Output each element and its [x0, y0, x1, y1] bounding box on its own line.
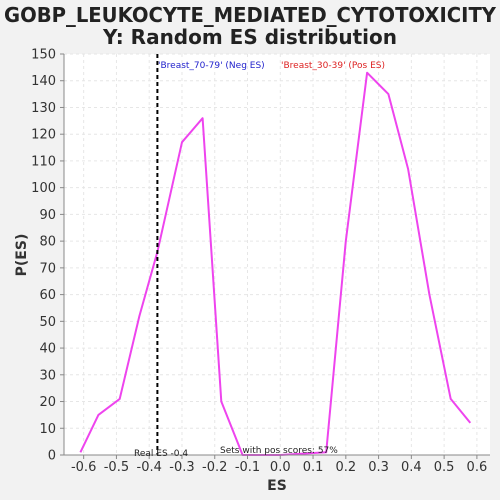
- grid-lines: [64, 53, 490, 456]
- x-tick-label: -0.5: [104, 460, 129, 475]
- pos-es-label: 'Breast_30-39' (Pos ES): [281, 61, 385, 71]
- y-tick-label: 150: [31, 48, 56, 63]
- y-tick-label: 140: [31, 74, 56, 89]
- y-tick-label: 130: [31, 101, 56, 116]
- x-tick-label: -0.1: [235, 460, 260, 475]
- chart-title-line1: GOBP_LEUKOCYTE_MEDIATED_CYTOTOXICITY: [4, 3, 496, 27]
- y-tick-label: 80: [39, 235, 56, 250]
- y-tick-label: 40: [39, 342, 56, 357]
- y-tick-label: 120: [31, 128, 56, 143]
- y-tick-label: 110: [31, 154, 56, 169]
- x-tick-label: -0.3: [169, 460, 194, 475]
- pos-scores-text: Sets with pos scores: 57%: [220, 446, 338, 456]
- neg-es-label: 'Breast_70-79' (Neg ES): [158, 61, 265, 71]
- plot-area: [64, 54, 490, 455]
- y-tick-label: 30: [39, 368, 56, 383]
- x-tick-label: 0.6: [467, 460, 488, 475]
- real-es-label: Real ES -0.4: [134, 449, 188, 459]
- x-tick-label: 0.4: [401, 460, 422, 475]
- y-tick-label: 60: [39, 288, 56, 303]
- x-tick-label: 0.0: [270, 460, 291, 475]
- axes: [60, 53, 490, 459]
- x-tick-label: 0.3: [368, 460, 389, 475]
- y-tick-label: 90: [39, 208, 56, 223]
- chart-title-line2: Y: Random ES distribution: [102, 25, 397, 49]
- y-tick-label: 100: [31, 181, 56, 196]
- y-tick-label: 20: [39, 395, 56, 410]
- x-tick-label: 0.2: [335, 460, 356, 475]
- x-tick-label: -0.2: [202, 460, 227, 475]
- y-tick-label: 0: [48, 449, 56, 464]
- x-tick-label: -0.4: [137, 460, 162, 475]
- x-tick-label: 0.1: [303, 460, 324, 475]
- x-tick-label: -0.6: [71, 460, 96, 475]
- y-tick-label: 50: [39, 315, 56, 330]
- y-axis-title: P(ES): [14, 234, 30, 277]
- y-tick-label: 70: [39, 261, 56, 276]
- x-axis-title: ES: [267, 478, 287, 494]
- x-tick-label: 0.5: [434, 460, 455, 475]
- tick-labels: -0.6 -0.5 -0.4 -0.3 -0.2 -0.1 0.0 0.1 0.2 0.3 0.4 0…: [31, 48, 487, 476]
- y-tick-label: 10: [39, 422, 56, 437]
